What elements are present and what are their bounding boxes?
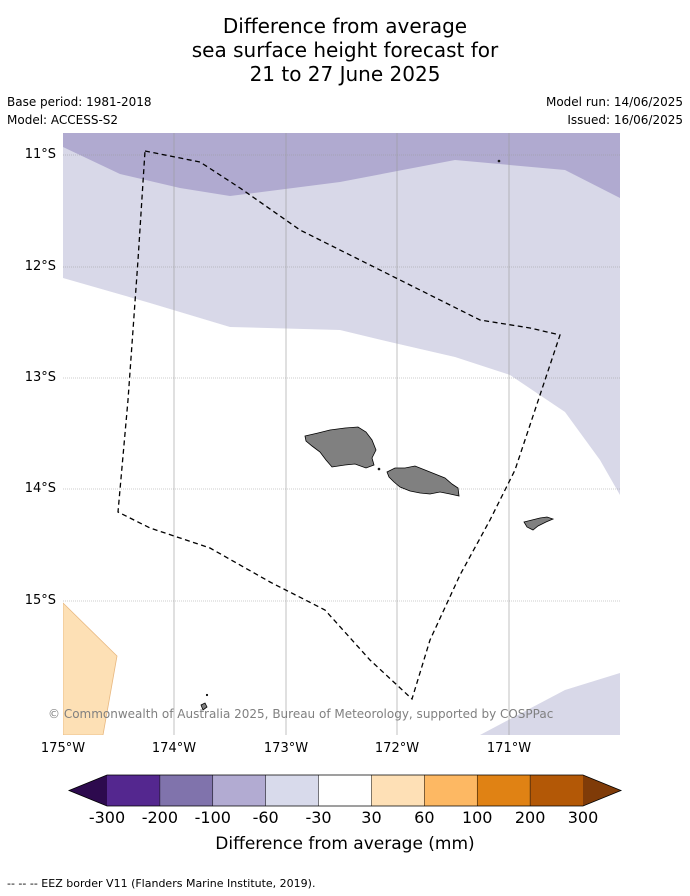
small-island-southwest bbox=[200, 702, 208, 711]
colorbar-tick-label: -300 bbox=[88, 808, 126, 827]
eez-border bbox=[117, 150, 561, 701]
lon-label-174w: 174°W bbox=[151, 741, 197, 756]
anomaly-region-light-orange bbox=[63, 602, 118, 735]
lat-label-13s: 13°S bbox=[24, 370, 56, 385]
lon-label-171w: 171°W bbox=[486, 741, 532, 756]
colorbar-tick-label: 200 bbox=[514, 808, 546, 827]
title-line-3: 21 to 27 June 2025 bbox=[249, 62, 441, 86]
lat-label-15s: 15°S bbox=[24, 593, 56, 608]
lat-label-11s: 11°S bbox=[24, 147, 56, 162]
graticule bbox=[63, 133, 620, 735]
colorbar-segment bbox=[530, 775, 583, 806]
anomaly-region-light-purple-south bbox=[480, 673, 620, 735]
small-island-east bbox=[377, 467, 381, 471]
model-run-text: Model run: 14/06/2025 bbox=[545, 95, 683, 109]
title-line-1: Difference from average bbox=[222, 14, 468, 38]
lon-label-172w: 172°W bbox=[374, 741, 420, 756]
anomaly-region-light-purple bbox=[63, 133, 620, 495]
colorbar-segment bbox=[371, 775, 425, 806]
colorbar-tick-label: -200 bbox=[141, 808, 179, 827]
colorbar-tick-label: 100 bbox=[461, 808, 493, 827]
small-island-northeast bbox=[497, 159, 501, 163]
colorbar-tick-label: -30 bbox=[305, 808, 332, 827]
title-line-2: sea surface height forecast for bbox=[191, 38, 499, 62]
lat-label-14s: 14°S bbox=[24, 481, 56, 496]
colorbar-segment bbox=[265, 775, 319, 806]
tutuila-island bbox=[523, 516, 555, 531]
colorbar-tick-label: 60 bbox=[414, 808, 435, 827]
savaii-island bbox=[304, 426, 377, 469]
map-title: Difference from average sea surface heig… bbox=[0, 14, 690, 86]
colorbar bbox=[67, 774, 623, 807]
colorbar-outline bbox=[67, 774, 623, 807]
colorbar-tick-label: 30 bbox=[361, 808, 382, 827]
colorbar-tick-label: -60 bbox=[252, 808, 279, 827]
land-masses bbox=[200, 159, 555, 711]
colorbar-extend-low bbox=[69, 775, 107, 806]
copyright-credit: © Commonwealth of Australia 2025, Bureau… bbox=[48, 707, 554, 721]
colorbar-segment bbox=[212, 775, 266, 806]
lon-label-173w: 173°W bbox=[263, 741, 309, 756]
map-plot-area bbox=[63, 133, 620, 735]
colorbar-segment bbox=[424, 775, 478, 806]
colorbar-segment bbox=[107, 775, 160, 806]
upolu-island bbox=[386, 465, 460, 497]
colorbar-segment bbox=[159, 775, 213, 806]
colorbar-segment bbox=[318, 775, 372, 806]
colorbar-tick-label: 300 bbox=[567, 808, 599, 827]
lat-label-12s: 12°S bbox=[24, 259, 56, 274]
small-island-southwest-2 bbox=[205, 693, 209, 697]
anomaly-region-mid-purple bbox=[63, 133, 620, 198]
eez-legend-footer: -- -- -- EEZ border V11 (Flanders Marine… bbox=[7, 877, 316, 890]
colorbar-extend-high bbox=[583, 775, 621, 806]
colorbar-tick-label: -100 bbox=[194, 808, 231, 827]
colorbar-title: Difference from average (mm) bbox=[215, 834, 475, 854]
colorbar-segment bbox=[477, 775, 531, 806]
base-period-text: Base period: 1981-2018 bbox=[7, 95, 152, 109]
issued-text: Issued: 16/06/2025 bbox=[567, 113, 683, 127]
lon-label-175w: 175°W bbox=[40, 741, 86, 756]
model-text: Model: ACCESS-S2 bbox=[7, 113, 119, 127]
